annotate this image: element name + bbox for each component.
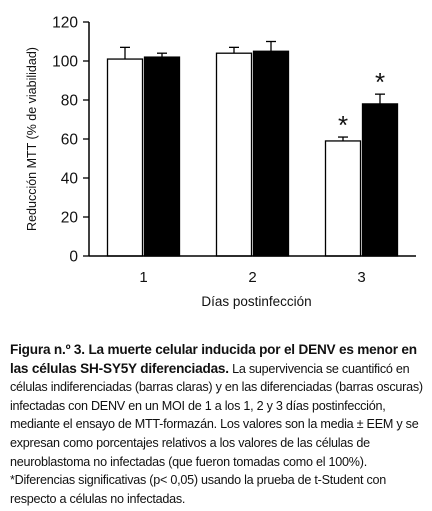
figure-caption: Figura n.º 3. La muerte celular inducida…: [10, 341, 428, 508]
x-axis-ticks: 1 2 3: [139, 269, 365, 286]
bars: [106, 50, 399, 257]
significance-markers: **: [338, 67, 385, 140]
bar-series2-cat3: [361, 103, 399, 257]
caption-body: La supervivencia se cuantificó en célula…: [10, 361, 423, 506]
y-axis-ticks: 0 20 40 60 80 100 120: [52, 15, 89, 266]
significance-asterisk: *: [375, 67, 385, 97]
bar-series1-cat3: [324, 140, 362, 257]
caption-title: Figura n.º 3. La muerte celular inducida…: [10, 342, 417, 376]
x-tick-label: 3: [357, 269, 365, 286]
y-tick-label: 40: [61, 171, 79, 188]
significance-asterisk: *: [338, 110, 348, 140]
y-tick-label: 20: [61, 210, 79, 227]
x-tick-label: 1: [139, 269, 147, 286]
y-tick-label: 60: [61, 132, 79, 149]
bar-series2-cat2: [252, 50, 290, 257]
error-bars: [120, 40, 385, 141]
bar-series1-cat2: [215, 52, 253, 257]
x-tick-label: 2: [248, 269, 256, 286]
bar-series2-cat1: [143, 56, 181, 257]
y-tick-label: 100: [52, 54, 78, 71]
y-axis-label: Reducción MTT (% de viabilidad): [25, 47, 39, 231]
x-axis-label: Días postinfección: [201, 294, 311, 309]
y-tick-label: 120: [52, 15, 78, 32]
y-tick-label: 80: [61, 93, 79, 110]
y-tick-label: 0: [69, 249, 78, 266]
bar-series1-cat1: [106, 58, 144, 257]
